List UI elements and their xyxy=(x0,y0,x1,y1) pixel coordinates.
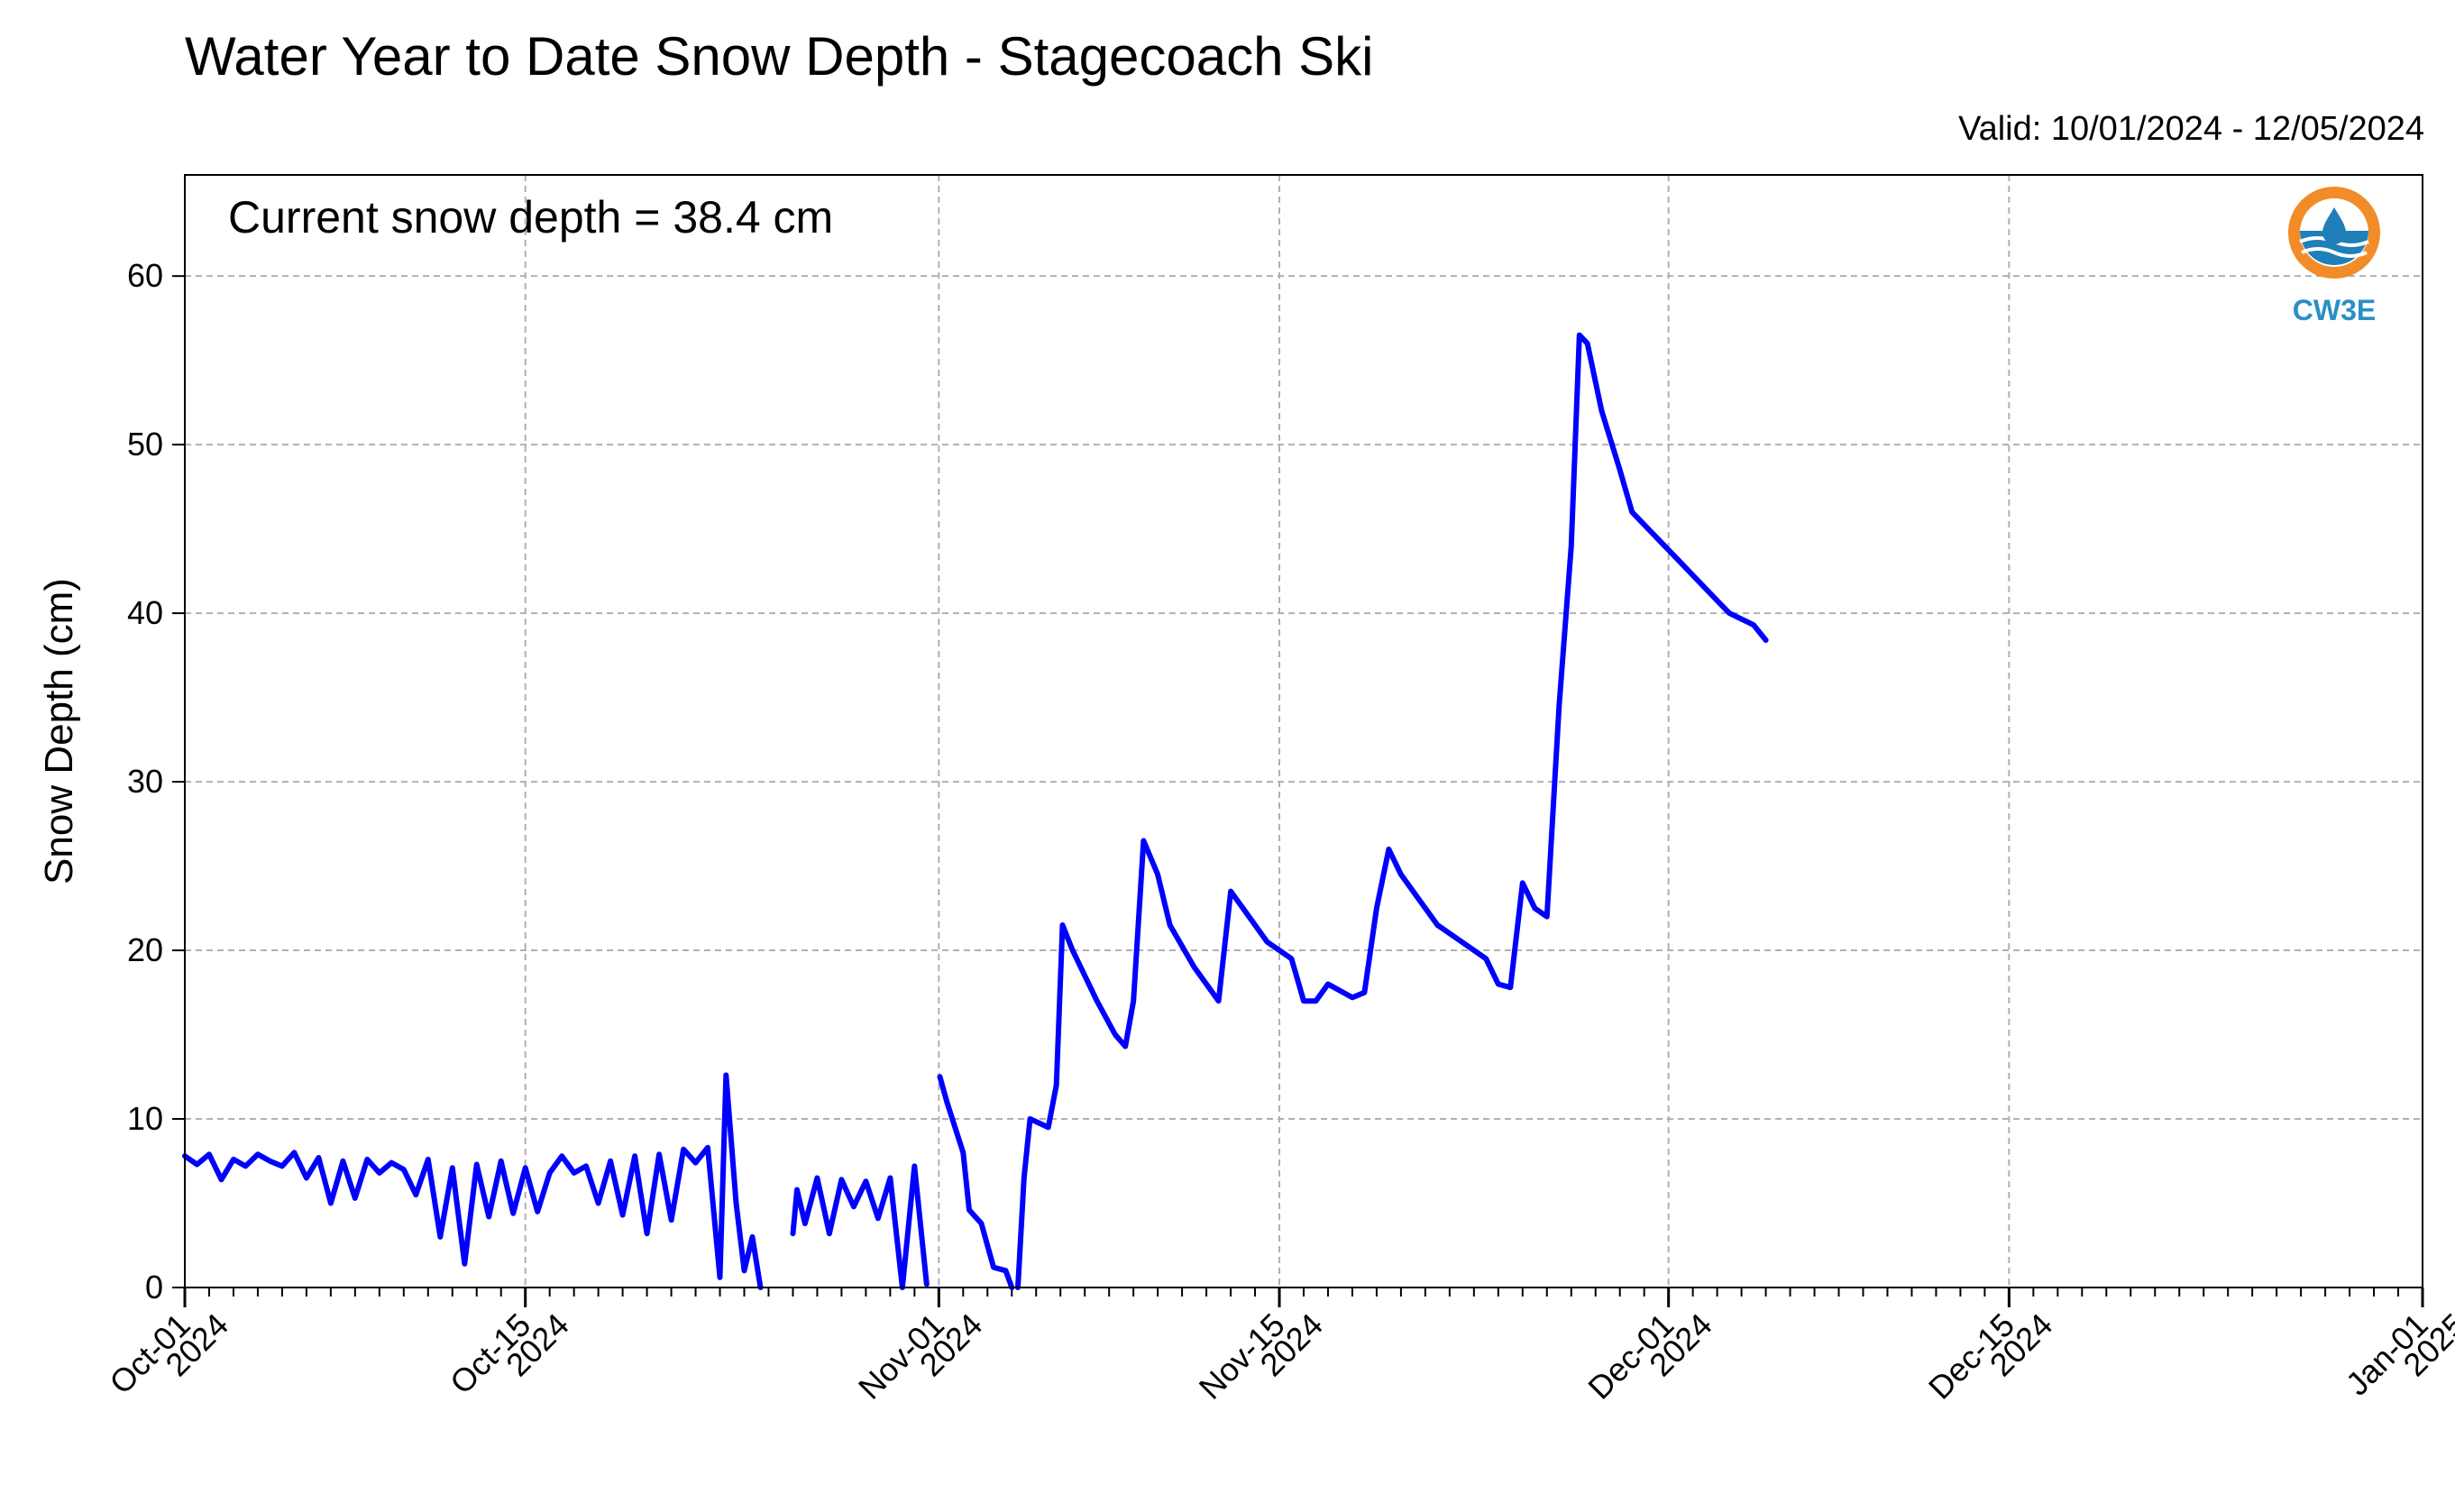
y-axis-label: Snow Depth (cm) xyxy=(37,578,81,884)
snow-depth-line xyxy=(182,1072,764,1290)
logo-wave-line-2 xyxy=(2301,247,2368,258)
chart-subtitle: Valid: 10/01/2024 - 12/05/2024 xyxy=(1958,110,2424,148)
y-tick-label: 50 xyxy=(127,426,163,463)
series-layer xyxy=(182,332,1769,1290)
snow-depth-line xyxy=(937,1074,1015,1290)
cw3e-logo: CW3E xyxy=(2288,187,2380,326)
grid xyxy=(184,175,2423,1288)
y-tick-label: 40 xyxy=(127,594,163,631)
chart-title: Water Year to Date Snow Depth - Stagecoa… xyxy=(185,26,1374,87)
snow-depth-line xyxy=(790,1163,930,1290)
water-drop-icon xyxy=(2322,207,2346,244)
y-tick-label: 20 xyxy=(127,931,163,968)
y-tick-label: 30 xyxy=(127,763,163,800)
plot-frame xyxy=(184,174,2423,1288)
y-tick-label: 10 xyxy=(127,1100,163,1137)
snow-depth-line xyxy=(1015,332,1769,1290)
logo-text: CW3E xyxy=(2293,294,2376,326)
minor-ticks xyxy=(184,1287,2423,1297)
major-ticks xyxy=(172,275,2424,1307)
y-tick-label: 60 xyxy=(127,257,163,294)
current-depth-annotation: Current snow depth = 38.4 cm xyxy=(228,192,833,243)
y-tick-label: 0 xyxy=(145,1269,163,1306)
